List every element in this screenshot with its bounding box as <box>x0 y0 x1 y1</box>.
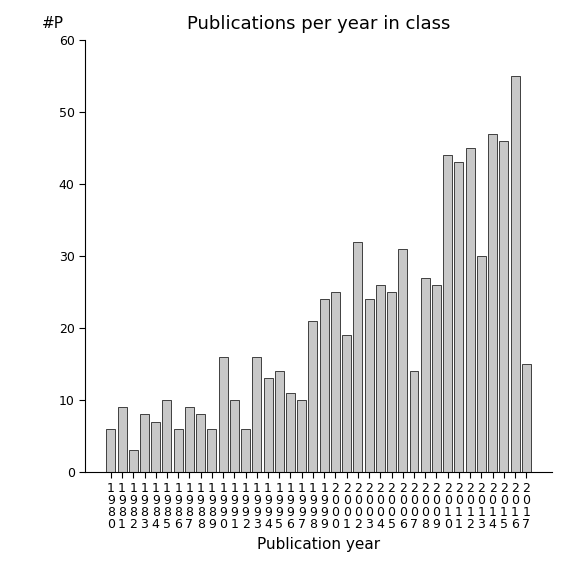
Bar <box>342 335 351 472</box>
Bar <box>454 163 463 472</box>
Bar <box>376 285 385 472</box>
Bar <box>353 242 362 472</box>
Bar <box>275 371 284 472</box>
Bar <box>297 400 306 472</box>
Bar <box>208 429 217 472</box>
Bar <box>241 429 250 472</box>
Bar <box>421 278 430 472</box>
Bar <box>286 393 295 472</box>
Bar <box>308 321 318 472</box>
Bar <box>510 76 519 472</box>
Bar <box>387 292 396 472</box>
Bar <box>117 407 126 472</box>
Bar <box>185 407 194 472</box>
Bar <box>196 414 205 472</box>
Bar <box>230 400 239 472</box>
Bar <box>409 371 418 472</box>
Bar <box>163 400 171 472</box>
Bar <box>107 429 115 472</box>
Bar <box>398 249 407 472</box>
Bar <box>488 134 497 472</box>
Bar <box>320 299 329 472</box>
X-axis label: Publication year: Publication year <box>257 537 380 552</box>
Title: Publications per year in class: Publications per year in class <box>187 15 450 33</box>
Bar <box>522 364 531 472</box>
Bar <box>174 429 183 472</box>
Bar <box>140 414 149 472</box>
Bar <box>477 256 486 472</box>
Y-axis label: #P: #P <box>41 16 64 32</box>
Bar <box>331 292 340 472</box>
Bar <box>129 450 138 472</box>
Bar <box>365 299 374 472</box>
Bar <box>500 141 509 472</box>
Bar <box>219 357 227 472</box>
Bar <box>432 285 441 472</box>
Bar <box>252 357 261 472</box>
Bar <box>443 155 452 472</box>
Bar <box>264 378 273 472</box>
Bar <box>151 422 160 472</box>
Bar <box>466 148 475 472</box>
